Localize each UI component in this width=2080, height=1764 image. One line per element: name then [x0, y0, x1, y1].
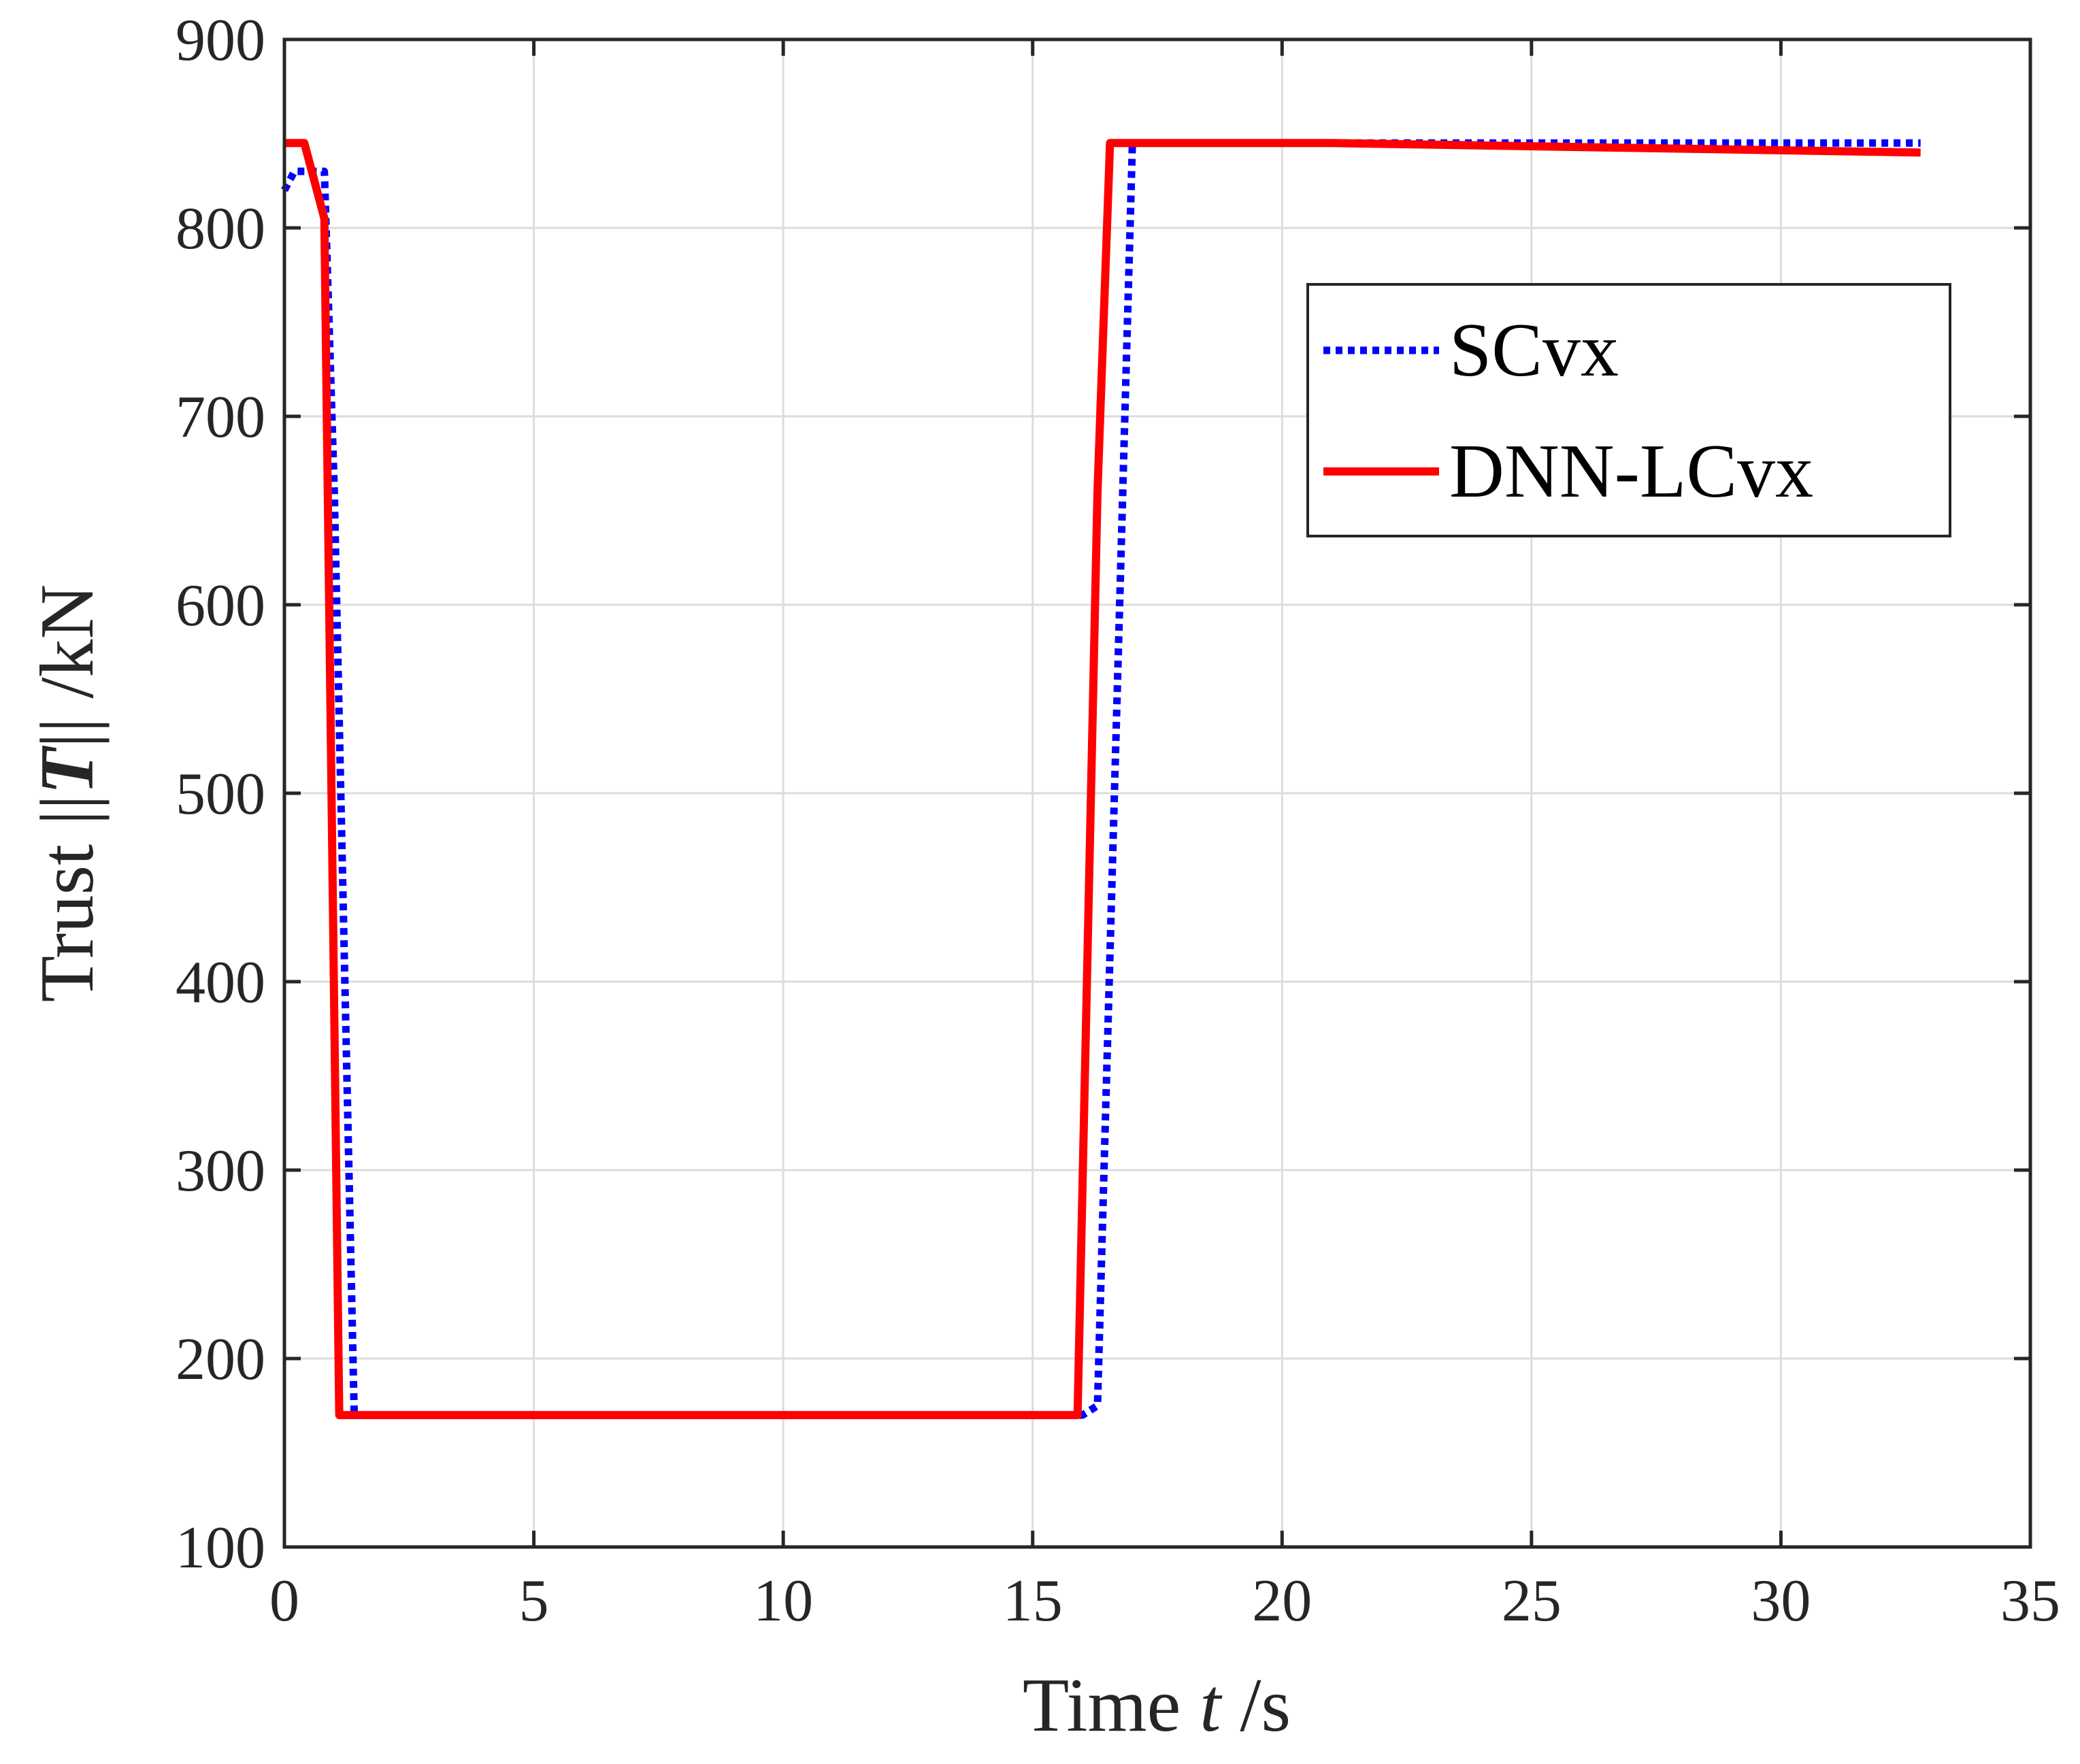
x-axis-title: Time t /s: [1023, 1663, 1291, 1748]
y-tick-label: 400: [176, 950, 265, 1016]
y-tick-label: 700: [176, 384, 265, 450]
x-tick-label: 5: [519, 1568, 549, 1634]
series-line-scvx: [281, 139, 1921, 1419]
legend: SCvx DNN-LCvx: [1306, 283, 1951, 537]
axis-ticks: 0 5 10 15 20 25 30 35 100 200 300 400 500 600 700 800 90…: [176, 7, 2060, 1634]
x-tick-label: 30: [1751, 1568, 1811, 1634]
y-tick-label: 200: [176, 1327, 265, 1393]
x-tick-label: 20: [1252, 1568, 1312, 1634]
y-tick-label: 600: [176, 573, 265, 639]
legend-box: [1306, 283, 1951, 537]
x-tick-label: 0: [269, 1568, 299, 1634]
y-tick-label: 500: [176, 761, 265, 827]
y-tick-label: 100: [176, 1515, 265, 1581]
x-tick-label: 10: [753, 1568, 813, 1634]
y-tick-label: 900: [176, 7, 265, 73]
x-tick-label: 35: [2000, 1568, 2060, 1634]
legend-label-scvx: SCvx: [1449, 308, 1619, 393]
plot-series: [281, 139, 1921, 1420]
legend-label-dnn-lcvx: DNN-LCvx: [1449, 429, 1813, 514]
y-tick-label: 300: [176, 1138, 265, 1204]
x-tick-label: 15: [1003, 1568, 1063, 1634]
series-line-dnn-lcvx: [284, 139, 1921, 1420]
y-axis-title: Trust ||T|| /kN: [25, 584, 110, 1003]
x-tick-label: 25: [1502, 1568, 1562, 1634]
y-tick-label: 800: [176, 196, 265, 262]
grid: [283, 38, 2032, 1548]
